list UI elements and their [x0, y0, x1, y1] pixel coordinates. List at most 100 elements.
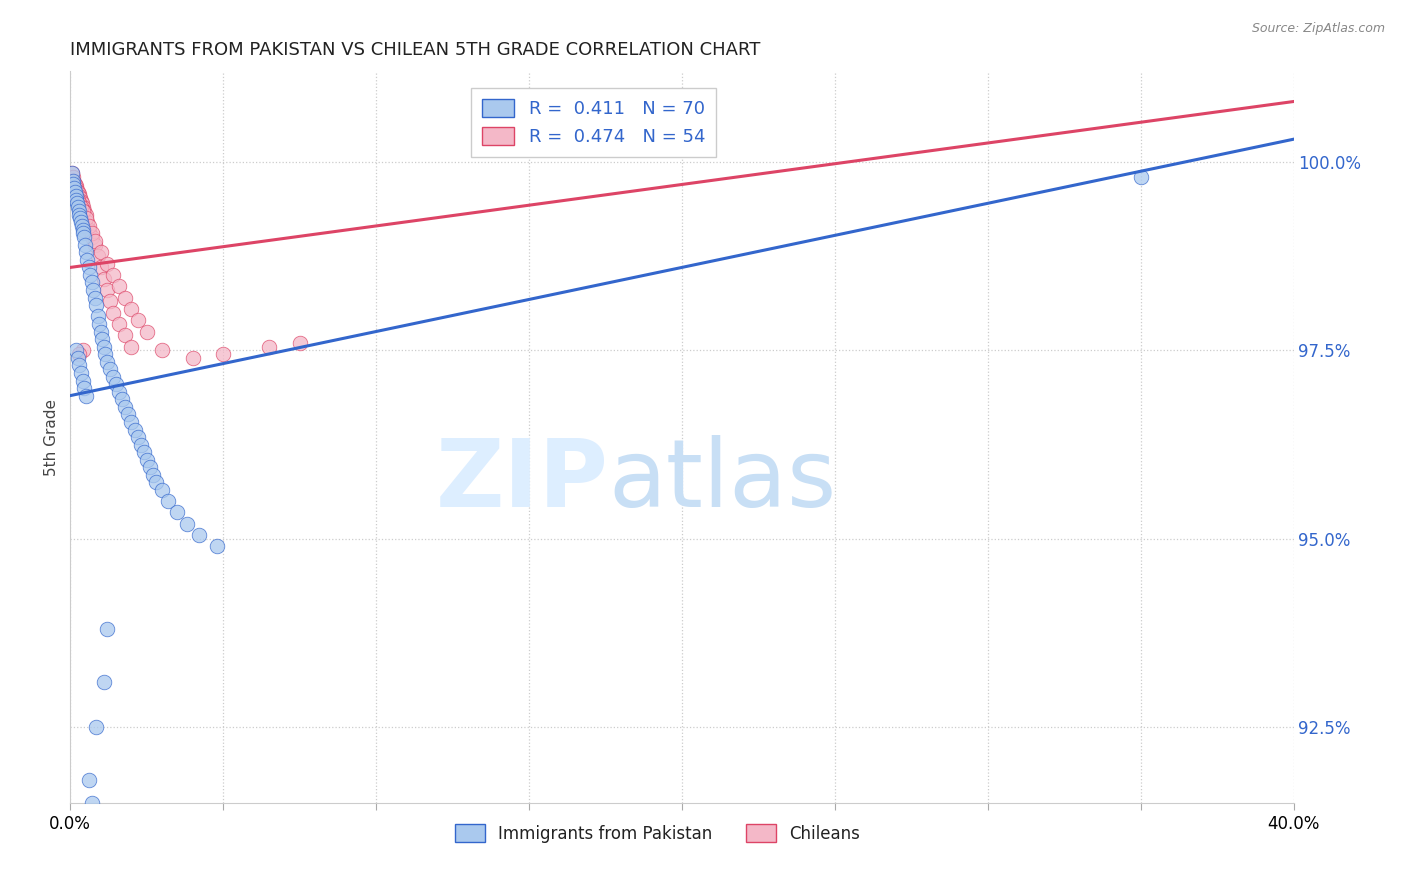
Point [66, 184, 89, 198]
Point [89, 317, 111, 331]
Point [70, 215, 93, 229]
Point [96, 354, 118, 368]
Point [69, 191, 91, 205]
Legend: Immigrants from Pakistan, Chileans: Immigrants from Pakistan, Chileans [449, 818, 866, 849]
Point [108, 317, 131, 331]
Point [87, 310, 110, 324]
Point [72, 227, 94, 241]
Point [73, 230, 96, 244]
Point [145, 475, 167, 490]
Point [66, 196, 89, 211]
Point [127, 430, 149, 444]
Point [75, 245, 97, 260]
Point [93, 675, 115, 690]
Point [70, 196, 93, 211]
Point [132, 445, 155, 459]
Point [80, 796, 103, 810]
Point [70, 366, 93, 380]
Point [65, 188, 87, 202]
Point [121, 301, 143, 316]
Point [98, 294, 121, 309]
Point [66, 193, 89, 207]
Point [77, 219, 100, 233]
Point [96, 257, 118, 271]
Point [139, 460, 162, 475]
Point [1129, 169, 1152, 184]
Point [73, 381, 96, 395]
Point [80, 230, 103, 244]
Point [62, 169, 84, 184]
Point [63, 185, 86, 199]
Point [83, 291, 105, 305]
Point [96, 623, 118, 637]
Point [73, 237, 96, 252]
Point [62, 174, 84, 188]
Point [72, 200, 94, 214]
Point [257, 340, 280, 354]
Point [72, 343, 94, 358]
Point [80, 227, 103, 241]
Point [76, 215, 98, 229]
Point [129, 437, 152, 451]
Point [72, 374, 94, 388]
Point [90, 325, 112, 339]
Point [93, 340, 115, 354]
Point [69, 211, 91, 226]
Point [114, 400, 136, 414]
Point [77, 773, 100, 788]
Point [65, 188, 87, 202]
Point [65, 181, 87, 195]
Point [79, 268, 101, 282]
Point [94, 347, 117, 361]
Point [67, 187, 90, 202]
Point [65, 178, 87, 193]
Point [90, 260, 112, 275]
Point [76, 252, 98, 267]
Point [105, 377, 128, 392]
Point [93, 271, 115, 285]
Point [98, 362, 121, 376]
Y-axis label: 5th Grade: 5th Grade [44, 399, 59, 475]
Point [66, 351, 89, 365]
Point [176, 516, 198, 531]
Point [117, 408, 139, 422]
Text: ZIP: ZIP [436, 435, 609, 527]
Point [63, 181, 86, 195]
Point [101, 306, 124, 320]
Point [72, 223, 94, 237]
Point [114, 291, 136, 305]
Text: Source: ZipAtlas.com: Source: ZipAtlas.com [1251, 22, 1385, 36]
Point [108, 384, 131, 399]
Point [66, 185, 89, 199]
Point [127, 313, 149, 327]
Point [121, 340, 143, 354]
Point [83, 818, 105, 832]
Point [65, 193, 87, 207]
Point [60, 166, 83, 180]
Point [212, 347, 235, 361]
Text: IMMIGRANTS FROM PAKISTAN VS CHILEAN 5TH GRADE CORRELATION CHART: IMMIGRANTS FROM PAKISTAN VS CHILEAN 5TH … [70, 41, 761, 59]
Text: atlas: atlas [609, 435, 837, 527]
Point [108, 279, 131, 293]
Point [63, 178, 86, 192]
Point [75, 211, 97, 226]
Point [101, 369, 124, 384]
Point [77, 260, 100, 275]
Point [76, 848, 98, 863]
Point [60, 166, 83, 180]
Point [73, 203, 96, 218]
Point [70, 219, 93, 233]
Point [70, 194, 93, 208]
Point [124, 423, 146, 437]
Point [69, 196, 91, 211]
Point [150, 343, 173, 358]
Point [62, 174, 84, 188]
Point [87, 249, 110, 263]
Point [62, 178, 84, 192]
Point [63, 176, 86, 190]
Point [111, 392, 134, 407]
Point [91, 332, 114, 346]
Point [65, 343, 87, 358]
Point [70, 200, 93, 214]
Point [90, 245, 112, 260]
